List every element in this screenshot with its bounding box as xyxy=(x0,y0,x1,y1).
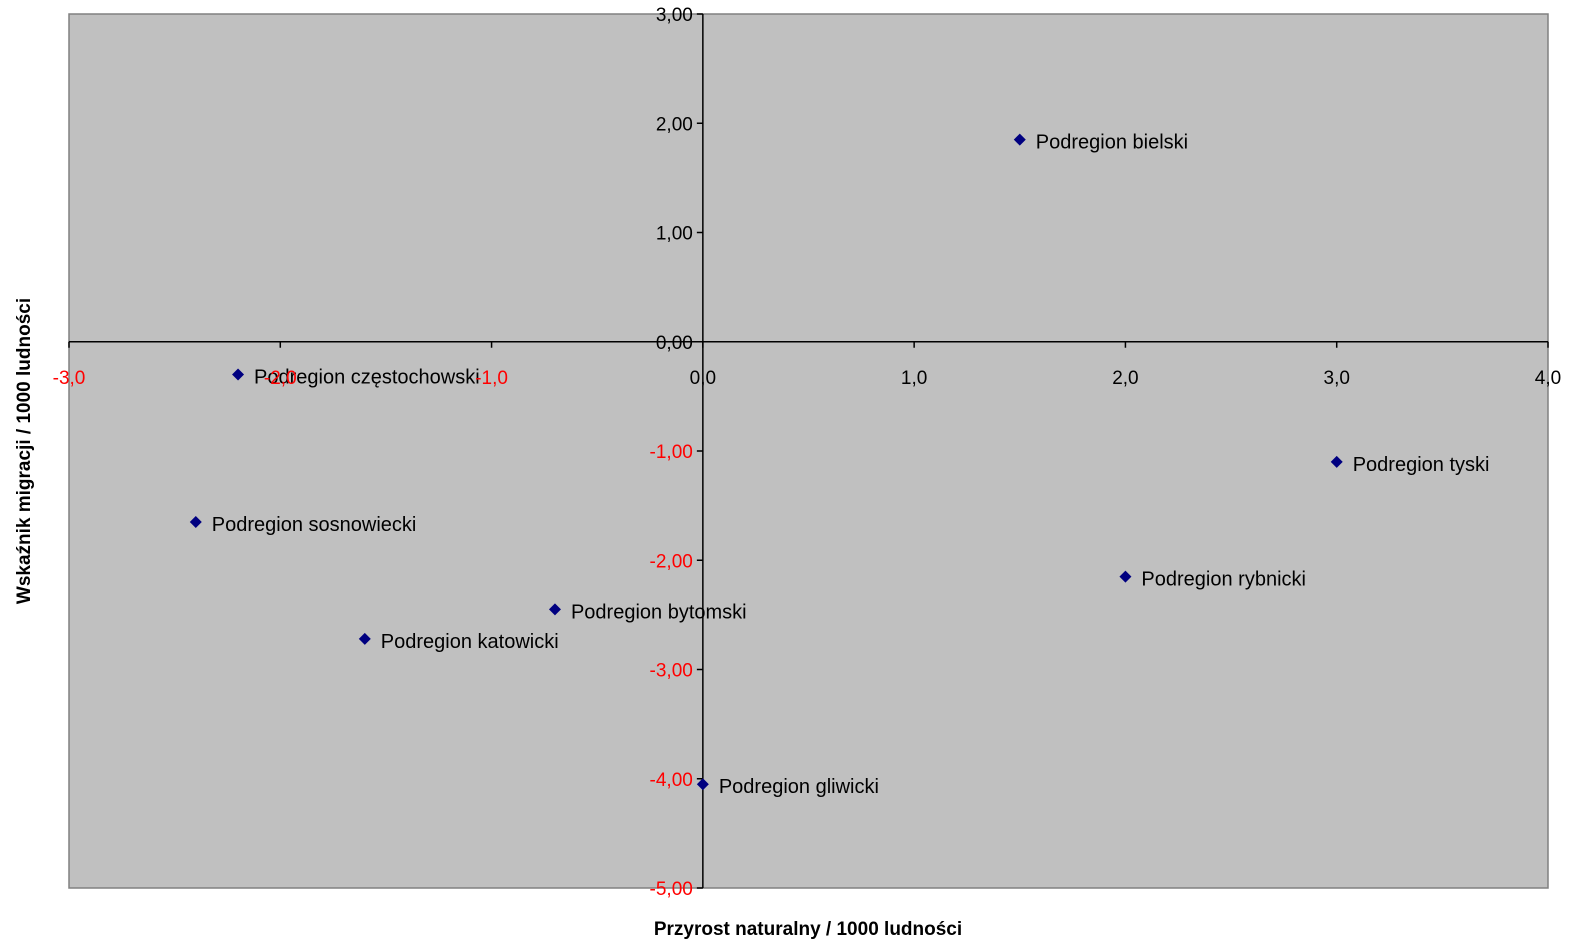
x-axis-title: Przyrost naturalny / 1000 ludności xyxy=(654,919,962,940)
y-tick-label: -5,00 xyxy=(650,879,693,900)
data-point-marker xyxy=(548,603,561,616)
data-point-marker xyxy=(189,516,202,529)
x-tick-label: 0,0 xyxy=(690,368,716,389)
x-tick-label: 1,0 xyxy=(901,368,927,389)
x-tick-label: -2,0 xyxy=(264,368,297,389)
data-point-label: Podregion bytomski xyxy=(571,601,747,623)
plot-area xyxy=(68,13,1549,889)
data-points: Podregion bielski Podregion częstochowski… xyxy=(189,132,1490,798)
y-tick-label: 1,00 xyxy=(656,224,693,245)
axes xyxy=(68,13,1549,889)
data-point-label: Podregion gliwicki xyxy=(719,776,879,798)
data-point-label: Podregion rybnicki xyxy=(1141,569,1306,591)
y-axis-title: Wskaźnik migracji / 1000 ludności xyxy=(14,298,35,604)
x-tick-label: 3,0 xyxy=(1324,368,1350,389)
y-tick-label: -3,00 xyxy=(650,661,693,682)
y-tick-label: 3,00 xyxy=(656,5,693,26)
y-tick-label: 0,00 xyxy=(656,333,693,354)
data-point-label: Podregion sosnowiecki xyxy=(212,514,417,536)
y-tick-label: 2,00 xyxy=(656,114,693,135)
data-point-label: Podregion tyski xyxy=(1353,454,1490,476)
data-point-marker xyxy=(232,368,245,381)
tick-labels: -3,0 -2,0 -1,0 0,0 1,0 2,0 3,0 4,0 3,00 2,00 1,00 0… xyxy=(53,5,1562,900)
y-tick-label: -4,00 xyxy=(650,770,693,791)
data-point-marker xyxy=(1119,570,1132,583)
x-tick-label: 4,0 xyxy=(1535,368,1561,389)
y-tick-label: -1,00 xyxy=(650,442,693,463)
x-tick-label: -1,0 xyxy=(475,368,508,389)
data-point-label: Podregion bielski xyxy=(1036,132,1188,154)
x-tick-label: -3,0 xyxy=(53,368,86,389)
y-tick-label: -2,00 xyxy=(650,551,693,572)
data-point-marker xyxy=(696,778,709,791)
data-point-marker xyxy=(358,632,371,645)
data-point-marker xyxy=(1013,133,1026,146)
data-point-label: Podregion katowicki xyxy=(381,631,559,653)
data-point-marker xyxy=(1330,455,1343,468)
x-tick-label: 2,0 xyxy=(1112,368,1138,389)
data-point-label: Podregion częstochowski xyxy=(254,367,480,389)
